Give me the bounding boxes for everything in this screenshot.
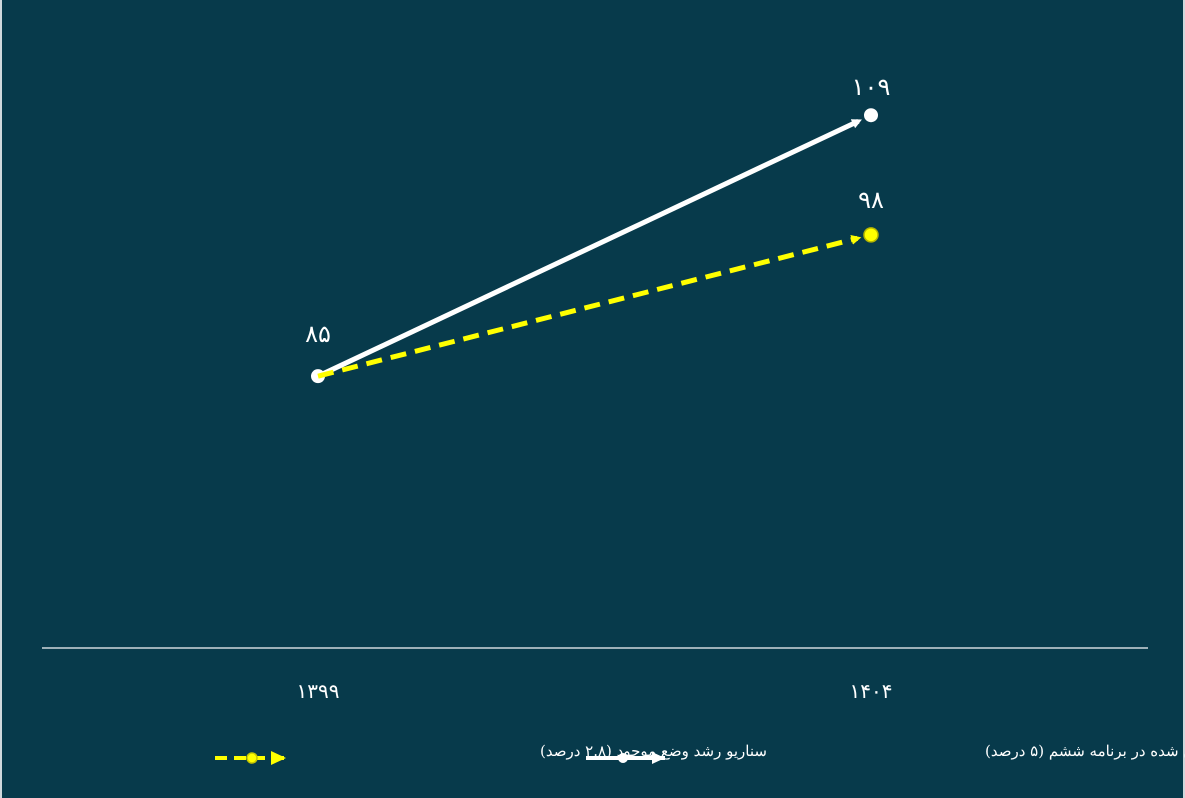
series-point-yellow-1 [863,227,879,243]
legend-label-yellow: سناریو رشد وضع موجود (۲.۸ درصد) [540,742,767,760]
x-tick-label-1399: ۱۳۹۹ [297,679,340,703]
series-line-yellow [317,234,862,379]
series-layer [311,108,879,384]
value-label-white-1399: ۸۵ [305,320,331,348]
legend-label-white: سناریو رشد تعیین شده در برنامه ششم (۵ در… [985,742,1185,760]
value-label-white-1404: ۱۰۹ [852,73,891,101]
legend-swatch-yellow-arrow [271,751,286,765]
series-point-white-1 [864,108,878,123]
x-tick-labels: ۱۳۹۹ ۱۴۰۴ [297,679,893,703]
value-labels: ۸۵ ۱۰۹ ۹۸ [305,73,890,348]
value-label-yellow-1404: ۹۸ [858,186,884,214]
legend: سناریو رشد تعیین شده در برنامه ششم (۵ در… [215,742,1185,765]
legend-item-yellow: سناریو رشد وضع موجود (۲.۸ درصد) [215,742,767,765]
legend-swatch-white-arrow [652,752,665,764]
series-line-white [316,118,862,379]
legend-swatch-yellow-dot [246,752,258,764]
legend-swatch-white-dot [618,753,628,763]
legend-item-white: سناریو رشد تعیین شده در برنامه ششم (۵ در… [586,742,1185,764]
x-tick-label-1404: ۱۴۰۴ [850,679,893,703]
